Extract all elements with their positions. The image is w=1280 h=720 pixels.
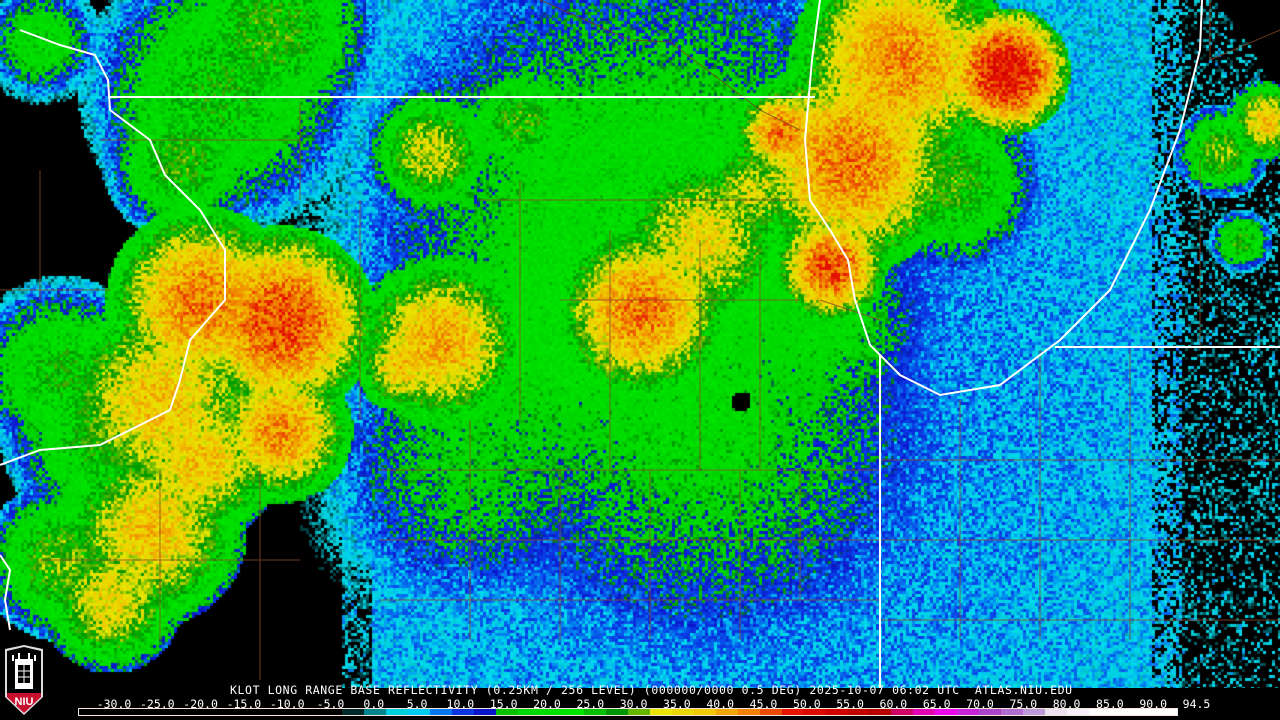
niu-logo: NIU — [5, 645, 43, 715]
logo-text: NIU — [15, 696, 34, 708]
colorbar-swatch — [518, 709, 541, 715]
colorbar-swatch — [627, 709, 650, 715]
colorbar-swatch — [430, 709, 453, 715]
colorbar-swatch — [737, 709, 760, 715]
colorbar-swatch — [232, 709, 255, 715]
colorbar-swatch — [474, 709, 497, 715]
scale-label: 45.0 — [749, 697, 778, 711]
colorbar-swatch — [1022, 709, 1045, 715]
colorbar-swatch — [254, 709, 277, 715]
colorbar-swatch — [869, 709, 892, 715]
scale-label: -25.0 — [139, 697, 175, 711]
colorbar-swatch — [122, 709, 145, 715]
colorbar-swatch — [825, 709, 848, 715]
colorbar-swatch — [1044, 709, 1067, 715]
reflectivity-layer — [0, 0, 1280, 688]
scale-label: 70.0 — [966, 697, 994, 711]
colorbar-swatch — [540, 709, 562, 715]
colorbar-swatch — [935, 709, 958, 715]
colorbar-swatch — [913, 709, 936, 715]
scale-label: 94.5 — [1182, 697, 1211, 711]
colorbar-swatch — [759, 709, 782, 715]
colorbar-swatch — [1001, 709, 1023, 715]
colorbar-swatch — [671, 709, 694, 715]
colorbar-swatch — [781, 709, 804, 715]
colorbar-swatch — [891, 709, 914, 715]
colorbar-swatch — [452, 709, 475, 715]
reflectivity-colorbar — [78, 708, 1178, 716]
colorbar-swatch — [144, 709, 167, 715]
scale-label: 25.0 — [576, 697, 605, 711]
scale-label: 60.0 — [879, 697, 908, 711]
colorbar-swatch — [166, 709, 189, 715]
scale-label: 30.0 — [619, 697, 648, 711]
scale-label: 55.0 — [836, 697, 864, 711]
colorbar-swatch — [364, 709, 387, 715]
colorbar-swatch — [803, 709, 826, 715]
colorbar-swatch — [1088, 709, 1111, 715]
colorbar-swatch — [298, 709, 321, 715]
scale-label: 90.0 — [1139, 697, 1168, 711]
colorbar-swatch — [210, 709, 233, 715]
colorbar-swatch — [715, 709, 738, 715]
scale-label: 20.0 — [533, 697, 561, 711]
scale-label: -30.0 — [96, 697, 132, 711]
scale-label: 5.0 — [406, 697, 428, 711]
colorbar-swatch — [847, 709, 870, 715]
scale-label: 85.0 — [1096, 697, 1124, 711]
product-caption: KLOT LONG RANGE BASE REFLECTIVITY (0.25K… — [230, 684, 1073, 697]
scale-label: 15.0 — [489, 697, 518, 711]
colorbar-swatch — [79, 709, 101, 715]
product-name: KLOT LONG RANGE BASE REFLECTIVITY (0.25K… — [230, 683, 802, 697]
scale-label: -10.0 — [269, 697, 305, 711]
colorbar-swatch — [496, 709, 519, 715]
scale-label: -15.0 — [226, 697, 262, 711]
state-borders — [0, 0, 1280, 688]
colorbar-swatch — [561, 709, 584, 715]
colorbar-swatch — [1066, 709, 1089, 715]
border-ia-il — [0, 29, 226, 466]
scale-labels: -30.0 -25.0 -20.0 -15.0 -10.0 -5.0 0.0 5.0 10.0 1… — [92, 697, 1211, 711]
colorbar-swatch — [188, 709, 211, 715]
colorbar-swatch — [408, 709, 431, 715]
colorbar-swatch — [693, 709, 716, 715]
scale-label: 10.0 — [446, 697, 475, 711]
colorbar-swatch — [320, 709, 343, 715]
source-url: ATLAS.NIU.EDU — [974, 683, 1073, 697]
scale-label: 65.0 — [922, 697, 951, 711]
county-borders — [0, 0, 1280, 680]
scale-label: 80.0 — [1052, 697, 1081, 711]
map-borders — [0, 0, 1280, 688]
colorbar-swatch — [649, 709, 672, 715]
colorbar-swatch — [100, 709, 123, 715]
colorbar-swatch — [957, 709, 980, 715]
colorbar-swatch — [605, 709, 628, 715]
lake-michigan-shore — [803, 0, 1203, 397]
colorbar-swatch — [1132, 709, 1155, 715]
scale-label: 40.0 — [706, 697, 735, 711]
colorbar-swatch — [583, 709, 606, 715]
colorbar-swatch — [342, 709, 365, 715]
colorbar-swatch — [979, 709, 1002, 715]
scale-label: 50.0 — [792, 697, 821, 711]
scale-label: 35.0 — [663, 697, 691, 711]
colorbar-swatch — [276, 709, 299, 715]
scale-label: -20.0 — [183, 697, 218, 711]
colorbar-swatch — [1110, 709, 1133, 715]
scale-label: 75.0 — [1009, 697, 1038, 711]
scale-label: 0.0 — [363, 697, 385, 711]
scale-label: -5.0 — [316, 697, 345, 711]
timestamp: 2025-10-07 06:02 UTC — [809, 683, 960, 697]
colorbar-swatch — [1154, 709, 1177, 715]
colorbar-swatch — [386, 709, 409, 715]
